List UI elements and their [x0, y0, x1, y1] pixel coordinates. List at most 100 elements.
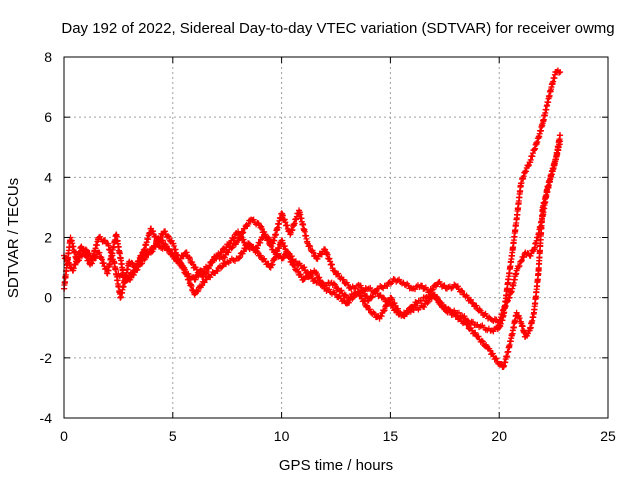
data-marker: [524, 330, 531, 337]
data-marker: [81, 247, 88, 254]
data-marker: [341, 297, 348, 304]
data-marker: [159, 237, 166, 244]
data-marker: [378, 313, 385, 320]
data-marker: [428, 287, 435, 294]
data-marker: [485, 325, 492, 332]
data-marker: [502, 303, 509, 310]
data-marker: [424, 299, 431, 306]
data-marker: [219, 263, 226, 270]
data-marker: [525, 163, 532, 170]
data-marker: [134, 266, 141, 273]
data-marker: [330, 280, 337, 287]
data-marker: [361, 298, 368, 305]
data-marker: [381, 295, 388, 302]
data-marker: [379, 294, 386, 301]
data-marker: [311, 277, 318, 284]
data-marker: [203, 276, 210, 283]
data-marker: [266, 236, 273, 243]
data-marker: [170, 252, 177, 259]
data-marker: [145, 251, 152, 258]
y-tick-label: -2: [40, 350, 53, 366]
data-marker: [245, 220, 252, 227]
data-marker: [413, 299, 420, 306]
data-marker: [150, 228, 157, 235]
data-marker: [119, 271, 126, 278]
data-marker: [360, 287, 367, 294]
data-marker: [236, 254, 243, 261]
data-marker: [165, 233, 172, 240]
data-marker: [262, 231, 269, 238]
x-axis-label: GPS time / hours: [279, 457, 393, 474]
data-marker: [350, 294, 357, 301]
data-marker: [454, 283, 461, 290]
data-marker: [229, 244, 236, 251]
data-marker: [493, 355, 500, 362]
data-marker: [253, 247, 260, 254]
data-marker: [425, 298, 432, 305]
data-marker: [516, 262, 523, 269]
data-marker: [197, 268, 203, 275]
data-marker: [513, 270, 520, 277]
data-marker: [457, 315, 464, 322]
data-marker: [355, 289, 362, 296]
data-marker: [215, 250, 222, 257]
axis-ticks: 0 5 10 15 20 25 -4 -2 0 2 4 6 8: [40, 49, 616, 444]
data-marker: [459, 288, 466, 295]
data-marker: [80, 246, 87, 253]
data-marker: [447, 308, 454, 315]
data-marker: [473, 302, 480, 309]
data-marker: [381, 307, 388, 314]
data-marker: [128, 274, 135, 281]
data-marker: [358, 292, 365, 299]
data-marker: [86, 250, 93, 257]
data-points: [61, 67, 564, 371]
data-marker: [337, 275, 344, 282]
data-marker: [318, 251, 325, 258]
data-marker: [403, 311, 410, 318]
x-tick-label: 5: [169, 428, 177, 444]
data-marker: [390, 275, 397, 282]
data-marker: [301, 264, 308, 271]
data-marker: [527, 252, 534, 259]
data-marker: [516, 315, 523, 322]
data-marker: [306, 242, 313, 249]
data-marker: [305, 274, 312, 281]
x-tick-label: 0: [60, 428, 68, 444]
data-marker: [291, 262, 298, 269]
data-marker: [200, 278, 207, 285]
data-marker: [83, 254, 90, 261]
data-marker: [155, 242, 162, 249]
data-marker: [257, 239, 264, 246]
data-marker: [469, 299, 475, 306]
data-marker: [504, 298, 511, 305]
data-marker: [142, 254, 149, 261]
data-marker: [117, 294, 124, 301]
data-marker: [335, 270, 342, 277]
data-marker: [467, 296, 474, 303]
data-marker: [464, 321, 471, 328]
data-marker: [477, 307, 484, 314]
y-tick-label: 2: [44, 230, 52, 246]
data-marker: [231, 235, 238, 242]
data-marker: [389, 296, 396, 303]
data-marker: [166, 245, 173, 252]
data-marker: [338, 287, 345, 294]
data-marker: [556, 69, 563, 76]
data-marker: [461, 318, 468, 325]
data-marker: [371, 310, 378, 317]
data-marker: [442, 285, 449, 292]
data-marker: [517, 183, 524, 190]
data-marker: [331, 289, 338, 296]
data-marker: [102, 237, 109, 244]
data-marker: [543, 103, 550, 110]
y-tick-label: -4: [40, 410, 53, 426]
data-marker: [280, 254, 287, 261]
data-marker: [297, 271, 304, 278]
data-marker: [548, 86, 555, 93]
data-marker: [257, 252, 264, 259]
x-tick-label: 10: [274, 428, 290, 444]
data-marker: [441, 282, 448, 289]
data-marker: [138, 260, 145, 267]
data-marker: [297, 262, 304, 269]
